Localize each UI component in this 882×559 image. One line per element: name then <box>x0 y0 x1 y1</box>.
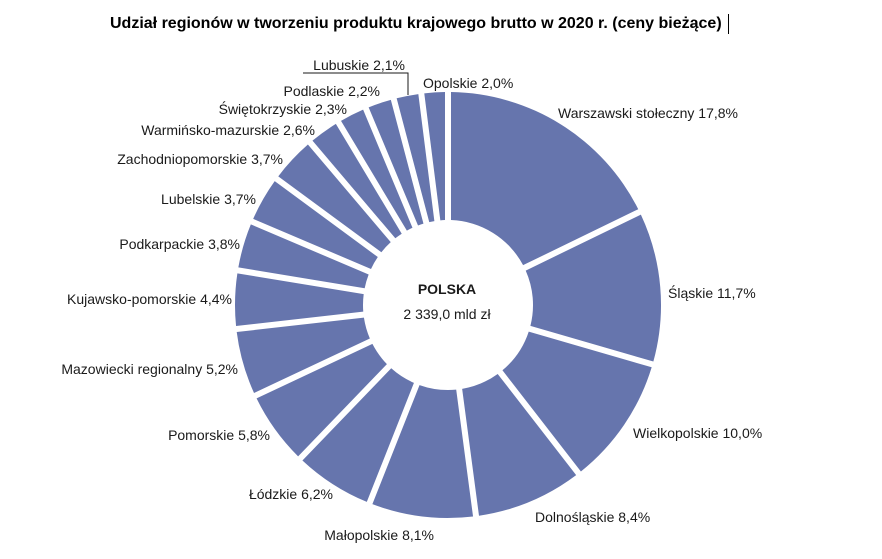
slice-label-16: Opolskie 2,0% <box>423 75 513 91</box>
slice-11 <box>278 144 391 253</box>
slice-0 <box>450 92 639 266</box>
slice-label-0: Warszawski stołeczny 17,8% <box>558 105 738 121</box>
slice-9 <box>238 224 369 289</box>
slice-label-15: Lubuskie 2,1% <box>313 57 405 73</box>
slice-8 <box>235 273 364 327</box>
slice-label-9: Podkarpackie 3,8% <box>119 236 240 252</box>
chart-title: Udział regionów w tworzeniu produktu kra… <box>110 14 830 34</box>
slice-label-4: Małopolskie 8,1% <box>324 527 434 543</box>
chart-title-text: Udział regionów w tworzeniu produktu kra… <box>110 15 722 33</box>
slice-label-2: Wielkopolskie 10,0% <box>633 425 762 441</box>
slice-7 <box>236 317 370 393</box>
slice-label-11: Zachodniopomorskie 3,7% <box>117 151 283 167</box>
slice-4 <box>372 385 474 519</box>
slice-12 <box>312 123 402 239</box>
donut-slices <box>235 92 661 519</box>
slice-6 <box>256 343 387 457</box>
slice-14 <box>368 99 424 226</box>
title-divider <box>727 14 729 34</box>
slice-labels: Warszawski stołeczny 17,8% Śląskie 11,7% W… <box>61 57 762 543</box>
slice-label-7: Mazowiecki regionalny 5,2% <box>61 361 238 377</box>
slice-label-12: Warmińsko-mazurskie 2,6% <box>141 122 315 138</box>
center-title: POLSKA <box>418 281 476 297</box>
slice-label-1: Śląskie 11,7% <box>668 284 756 301</box>
slice-label-6: Pomorskie 5,8% <box>168 427 270 443</box>
slice-label-13: Świętokrzyskie 2,3% <box>219 100 347 117</box>
leader-line-lubuskie <box>303 72 409 95</box>
slice-10 <box>253 181 378 269</box>
center-value: 2 339,0 mld zł <box>403 306 491 322</box>
slice-label-8: Kujawsko-pomorskie 4,4% <box>67 291 232 307</box>
slice-label-14: Podlaskie 2,2% <box>283 83 380 99</box>
slice-1 <box>525 214 661 362</box>
slice-5 <box>302 368 414 502</box>
slice-label-3: Dolnośląskie 8,4% <box>535 509 650 525</box>
slice-3 <box>462 373 577 516</box>
slice-2 <box>502 331 652 472</box>
slice-16 <box>424 92 446 221</box>
slice-15 <box>396 94 435 223</box>
slice-label-5: Łódzkie 6,2% <box>249 486 333 502</box>
slice-13 <box>341 109 413 231</box>
slice-label-10: Lubelskie 3,7% <box>161 191 256 207</box>
